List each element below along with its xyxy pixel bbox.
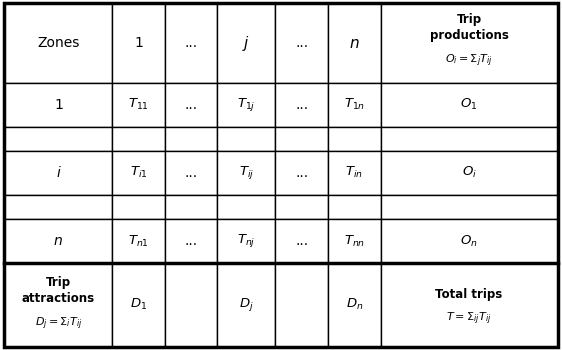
Bar: [328, 262, 380, 347]
Bar: [4, 195, 112, 219]
Bar: [217, 127, 275, 151]
Text: 1: 1: [54, 98, 63, 112]
Text: ...: ...: [295, 166, 309, 180]
Text: $D_j$: $D_j$: [239, 296, 254, 313]
Bar: [217, 219, 275, 262]
Bar: [275, 262, 328, 347]
Text: $O_1$: $O_1$: [460, 97, 478, 112]
Bar: [380, 219, 558, 262]
Bar: [4, 127, 112, 151]
Text: $T_{1n}$: $T_{1n}$: [343, 97, 365, 112]
Bar: [165, 195, 217, 219]
Bar: [4, 151, 112, 195]
Text: $n$: $n$: [53, 234, 64, 248]
Bar: [112, 195, 165, 219]
Text: $T_{11}$: $T_{11}$: [128, 97, 149, 112]
Bar: [328, 195, 380, 219]
Bar: [275, 83, 328, 127]
Bar: [165, 3, 217, 83]
Text: 1: 1: [134, 36, 143, 50]
Text: $O_i$: $O_i$: [461, 166, 477, 181]
Text: ...: ...: [184, 98, 198, 112]
Bar: [112, 127, 165, 151]
Text: $D_j = \Sigma_i T_{ij}$: $D_j = \Sigma_i T_{ij}$: [35, 316, 82, 332]
Text: ...: ...: [295, 98, 309, 112]
Text: $n$: $n$: [349, 35, 360, 50]
Text: $O_i = \Sigma_j T_{ij}$: $O_i = \Sigma_j T_{ij}$: [445, 52, 493, 69]
Bar: [4, 3, 112, 83]
Bar: [217, 262, 275, 347]
Text: ...: ...: [184, 36, 198, 50]
Bar: [328, 83, 380, 127]
Bar: [112, 151, 165, 195]
Bar: [165, 151, 217, 195]
Bar: [112, 219, 165, 262]
Text: $D_n$: $D_n$: [346, 298, 363, 313]
Text: $T_{1j}$: $T_{1j}$: [237, 96, 256, 113]
Text: Trip
attractions: Trip attractions: [22, 276, 95, 306]
Bar: [165, 219, 217, 262]
Bar: [165, 127, 217, 151]
Text: $O_n$: $O_n$: [460, 233, 478, 248]
Text: $D_1$: $D_1$: [130, 298, 147, 313]
Bar: [380, 127, 558, 151]
Bar: [380, 195, 558, 219]
Text: $T_{in}$: $T_{in}$: [345, 166, 363, 181]
Bar: [217, 195, 275, 219]
Text: ...: ...: [184, 166, 198, 180]
Text: Total trips: Total trips: [436, 288, 502, 301]
Bar: [380, 3, 558, 83]
Bar: [275, 3, 328, 83]
Bar: [217, 83, 275, 127]
Text: $T_{n1}$: $T_{n1}$: [128, 233, 149, 248]
Bar: [275, 219, 328, 262]
Bar: [275, 127, 328, 151]
Bar: [275, 151, 328, 195]
Text: $i$: $i$: [56, 166, 61, 181]
Text: ...: ...: [295, 36, 309, 50]
Text: $j$: $j$: [242, 34, 251, 52]
Text: $T_{nj}$: $T_{nj}$: [237, 232, 256, 250]
Bar: [328, 219, 380, 262]
Bar: [328, 3, 380, 83]
Bar: [112, 3, 165, 83]
Text: $T_{i1}$: $T_{i1}$: [130, 166, 147, 181]
Bar: [165, 83, 217, 127]
Bar: [112, 83, 165, 127]
Bar: [328, 151, 380, 195]
Text: $T_{ij}$: $T_{ij}$: [239, 164, 254, 181]
Text: Zones: Zones: [37, 36, 80, 50]
Bar: [112, 262, 165, 347]
Bar: [217, 3, 275, 83]
Bar: [380, 262, 558, 347]
Text: ...: ...: [184, 234, 198, 248]
Text: $T_{nn}$: $T_{nn}$: [344, 233, 365, 248]
Bar: [328, 127, 380, 151]
Bar: [4, 262, 112, 347]
Bar: [275, 195, 328, 219]
Bar: [4, 83, 112, 127]
Bar: [217, 151, 275, 195]
Bar: [380, 83, 558, 127]
Bar: [380, 151, 558, 195]
Text: ...: ...: [295, 234, 309, 248]
Text: Trip
productions: Trip productions: [429, 13, 509, 42]
Bar: [4, 219, 112, 262]
Bar: [165, 262, 217, 347]
Text: $T=\Sigma_{ij}T_{ij}$: $T=\Sigma_{ij}T_{ij}$: [446, 311, 492, 327]
